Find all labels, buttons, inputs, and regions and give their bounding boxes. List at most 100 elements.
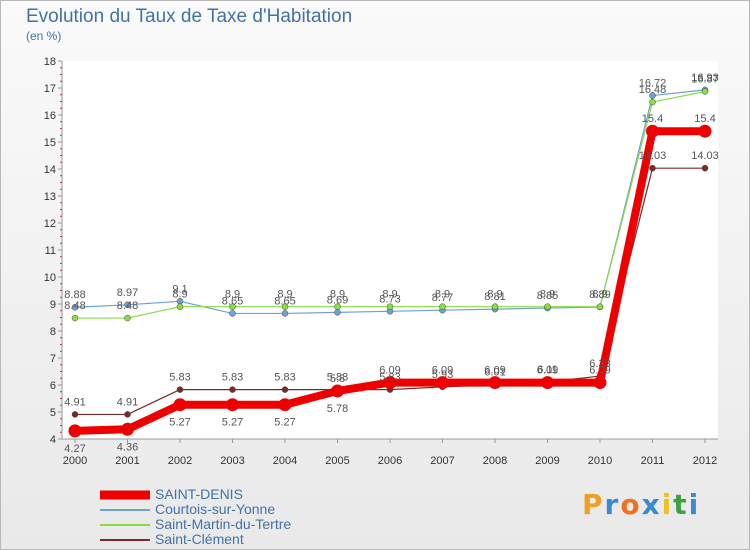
y-tick-label: 11 xyxy=(45,245,56,257)
data-point-saint-martin-du-tertre xyxy=(124,314,131,322)
logo-letter: P xyxy=(582,488,605,521)
logo-letter: t xyxy=(673,488,689,521)
data-label: 8.9 xyxy=(487,289,502,301)
data-point-courtois-sur-yonne xyxy=(71,303,79,311)
y-tick-label: 4 xyxy=(50,434,56,446)
data-label: 6.11 xyxy=(537,364,558,376)
data-label: 5.27 xyxy=(169,417,190,429)
y-tick-label: 14 xyxy=(44,164,56,176)
data-point-saint-denis xyxy=(436,376,449,390)
data-label: 5.27 xyxy=(274,417,295,429)
logo-letter: o xyxy=(620,488,642,521)
data-label: 16.48 xyxy=(639,84,667,96)
data-point-saint-martin-du-tertre xyxy=(701,88,709,95)
data-point-saint-clement xyxy=(701,164,709,172)
data-point-saint-denis xyxy=(541,376,554,390)
data-point-saint-clement xyxy=(71,411,79,418)
data-label: 5.83 xyxy=(327,372,348,384)
data-label: 5.78 xyxy=(327,403,348,415)
data-point-saint-denis xyxy=(593,376,607,390)
data-point-saint-martin-du-tertre xyxy=(491,303,499,310)
data-point-saint-denis xyxy=(331,384,344,398)
chart-axes: 4 5 6 7 8 9 10 11 12 13 14 15 16 17 18 2000 2001 2002 2003… xyxy=(44,56,718,467)
logo-letter: r xyxy=(604,488,621,521)
x-tick-label: 2003 xyxy=(220,455,244,467)
data-label: 8.9 xyxy=(435,289,450,301)
y-tick-label: 17 xyxy=(44,83,56,95)
y-tick-label: 15 xyxy=(44,137,56,149)
y-tick-label: 13 xyxy=(44,191,56,203)
data-label: 8.48 xyxy=(64,300,85,312)
data-point-saint-denis xyxy=(698,124,712,138)
data-label: 8.77 xyxy=(432,292,453,304)
data-label: 5.83 xyxy=(274,372,295,384)
y-tick-label: 16 xyxy=(44,110,56,122)
x-tick-label: 2012 xyxy=(693,455,717,467)
data-label: 14.03 xyxy=(639,150,667,162)
data-label: 8.48 xyxy=(117,300,138,312)
data-label: 5.93 xyxy=(432,369,453,381)
chart-unit-label: (en %) xyxy=(26,29,62,43)
data-point-saint-martin-du-tertre xyxy=(334,303,341,310)
data-label: 6.09 xyxy=(432,365,453,377)
data-point-saint-denis xyxy=(121,422,134,436)
data-point-saint-denis xyxy=(646,124,659,138)
legend-swatch xyxy=(100,538,150,541)
data-point-courtois-sur-yonne xyxy=(124,301,131,309)
data-point-courtois-sur-yonne xyxy=(229,310,236,317)
x-tick-label: 2009 xyxy=(535,455,559,467)
data-point-saint-clement xyxy=(176,386,184,393)
data-label: 8.97 xyxy=(117,287,138,299)
data-label: 6.01 xyxy=(484,367,505,379)
x-tick-label: 2011 xyxy=(641,455,665,467)
data-label: 15.4 xyxy=(694,113,715,125)
data-label: 5.83 xyxy=(379,372,400,384)
data-point-saint-clement xyxy=(124,411,131,418)
data-label: 6.09 xyxy=(484,365,505,377)
data-label: 5.8 xyxy=(330,373,345,385)
y-tick-label: 10 xyxy=(44,272,56,284)
legend-swatch xyxy=(100,508,150,511)
data-label: 8.81 xyxy=(484,291,505,303)
data-label: 8.9 xyxy=(172,289,187,301)
x-tick-label: 2000 xyxy=(63,455,87,467)
data-label: 8.9 xyxy=(382,289,397,301)
data-point-saint-denis xyxy=(173,398,187,412)
legend-item: Saint-Clément xyxy=(100,532,291,547)
data-label: 4.91 xyxy=(64,396,85,408)
legend-label: Saint-Martin-du-Tertre xyxy=(155,516,292,532)
y-tick-label: 18 xyxy=(44,56,56,68)
y-tick-label: 9 xyxy=(50,299,56,311)
data-point-saint-martin-du-tertre xyxy=(229,303,236,310)
data-point-saint-denis xyxy=(68,424,82,438)
data-label: 8.65 xyxy=(274,295,295,307)
data-point-saint-denis xyxy=(278,398,292,412)
data-point-saint-martin-du-tertre xyxy=(281,303,289,310)
data-point-saint-martin-du-tertre xyxy=(176,303,184,310)
data-label: 8.88 xyxy=(64,289,85,301)
data-label: 5.83 xyxy=(169,372,190,384)
data-point-saint-martin-du-tertre xyxy=(439,303,446,310)
y-tick-label: 7 xyxy=(50,353,56,365)
legend-label: Courtois-sur-Yonne xyxy=(155,501,276,517)
data-label: 9.1 xyxy=(172,283,187,295)
data-label: 6.09 xyxy=(537,365,558,377)
data-point-saint-denis xyxy=(383,376,397,390)
data-point-saint-denis xyxy=(226,398,239,412)
y-tick-label: 12 xyxy=(44,218,56,230)
data-label: 8.9 xyxy=(277,289,292,301)
data-point-courtois-sur-yonne xyxy=(649,92,656,99)
data-label: 8.73 xyxy=(379,293,400,305)
plot-area xyxy=(62,61,718,439)
y-tick-label: 8 xyxy=(50,326,56,338)
chart-series xyxy=(68,86,712,438)
legend-label: SAINT-DENIS xyxy=(155,486,243,502)
data-point-saint-clement xyxy=(281,386,289,393)
data-label: 15.4 xyxy=(642,113,663,125)
logo-letter: x xyxy=(641,488,662,521)
data-label: 16.87 xyxy=(691,74,719,86)
legend-item: Saint-Martin-du-Tertre xyxy=(100,517,291,532)
data-point-courtois-sur-yonne xyxy=(334,309,341,316)
data-point-saint-martin-du-tertre xyxy=(386,303,394,310)
